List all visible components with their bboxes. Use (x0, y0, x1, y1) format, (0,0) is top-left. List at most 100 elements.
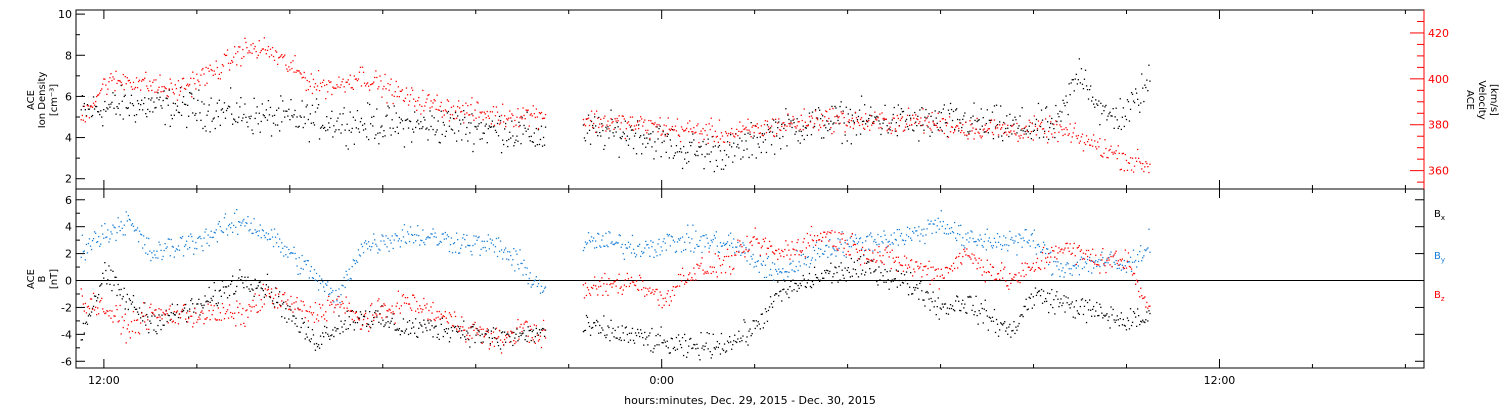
velocity-point (134, 88, 135, 89)
by-point (1009, 231, 1010, 232)
bx-point (1034, 304, 1035, 305)
density-point (875, 117, 876, 118)
bz-point (889, 256, 890, 257)
density-point (891, 122, 892, 123)
density-point (1073, 79, 1074, 80)
density-point (357, 110, 358, 111)
density-point (219, 100, 220, 101)
bz-point (934, 278, 935, 279)
bx-point (771, 303, 772, 304)
density-point (294, 110, 295, 111)
bz-point (384, 305, 385, 306)
velocity-point (140, 90, 141, 91)
bx-point (314, 343, 315, 344)
by-point (132, 223, 133, 224)
bx-point (448, 328, 449, 329)
density-point (894, 107, 895, 108)
velocity-point (1111, 152, 1112, 153)
bx-point (999, 329, 1000, 330)
bx-point (730, 341, 731, 342)
velocity-point (706, 124, 707, 125)
by-point (1096, 266, 1097, 267)
bx-point (202, 307, 203, 308)
bz-point (453, 326, 454, 327)
density-point (740, 158, 741, 159)
density-point (202, 128, 203, 129)
bx-point (692, 347, 693, 348)
velocity-point (1048, 131, 1049, 132)
density-point (338, 129, 339, 130)
by-point (677, 241, 678, 242)
density-point (662, 142, 663, 143)
velocity-point (689, 120, 690, 121)
velocity-point (1029, 120, 1030, 121)
density-point (217, 103, 218, 104)
bx-point (906, 271, 907, 272)
bz-point (132, 331, 133, 332)
bz-point (713, 271, 714, 272)
velocity-point (1098, 146, 1099, 147)
by-point (538, 283, 539, 284)
density-point (193, 98, 194, 99)
density-point (953, 111, 954, 112)
bz-point (186, 312, 187, 313)
bz-point (798, 239, 799, 240)
velocity-point (505, 126, 506, 127)
by-point (406, 243, 407, 244)
bx-point (905, 280, 906, 281)
by-point (664, 238, 665, 239)
velocity-point (998, 134, 999, 135)
by-point (805, 258, 806, 259)
velocity-point (521, 118, 522, 119)
bz-point (219, 319, 220, 320)
by-point (982, 245, 983, 246)
bz-point (665, 298, 666, 299)
density-point (426, 127, 427, 128)
bx-point (943, 306, 944, 307)
density-point (368, 139, 369, 140)
density-point (974, 120, 975, 121)
by-point (164, 250, 165, 251)
bx-point (434, 327, 435, 328)
bz-point (155, 309, 156, 310)
bz-point (110, 318, 111, 319)
bz-point (424, 305, 425, 306)
bz-point (822, 237, 823, 238)
bx-point (1127, 317, 1128, 318)
velocity-point (471, 97, 472, 98)
by-point (385, 235, 386, 236)
bz-point (508, 335, 509, 336)
bz-point (839, 242, 840, 243)
density-point (916, 125, 917, 126)
velocity-point (413, 99, 414, 100)
bx-point (719, 343, 720, 344)
bx-point (201, 305, 202, 306)
density-point (396, 112, 397, 113)
bx-point (1086, 322, 1087, 323)
x-tick-label: 0:00 (649, 374, 674, 387)
density-point (390, 127, 391, 128)
velocity-point (1054, 132, 1055, 133)
density-point (187, 105, 188, 106)
velocity-point (216, 61, 217, 62)
bz-point (611, 287, 612, 288)
velocity-point (751, 136, 752, 137)
density-point (146, 116, 147, 117)
velocity-point (985, 125, 986, 126)
bx-point (982, 308, 983, 309)
bz-point (903, 271, 904, 272)
velocity-point (382, 88, 383, 89)
density-point (839, 106, 840, 107)
by-point (521, 263, 522, 264)
bx-point (604, 335, 605, 336)
velocity-point (818, 129, 819, 130)
density-point (988, 132, 989, 133)
velocity-point (337, 86, 338, 87)
bx-point (649, 332, 650, 333)
density-point (252, 133, 253, 134)
velocity-point (1020, 135, 1021, 136)
bz-point (670, 296, 671, 297)
bx-point (123, 296, 124, 297)
bx-point (539, 329, 540, 330)
bx-point (992, 317, 993, 318)
